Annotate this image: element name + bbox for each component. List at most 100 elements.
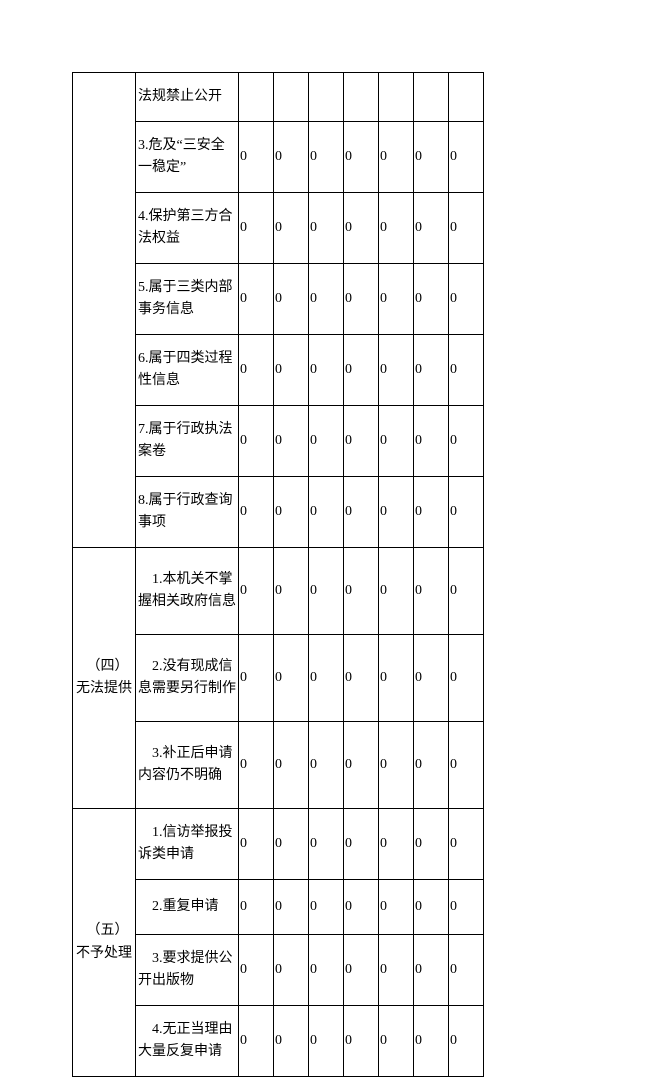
value-cell: 0 xyxy=(309,935,344,1006)
value-text: 0 xyxy=(240,757,247,772)
value-cell: 0 xyxy=(344,809,379,880)
value-cell: 0 xyxy=(344,548,379,635)
value-cell: 0 xyxy=(379,548,414,635)
value-text: 0 xyxy=(275,899,282,914)
desc-text: 8.属于行政查询事项 xyxy=(138,493,233,530)
category-cell-continuation xyxy=(73,73,136,548)
value-cell xyxy=(309,73,344,122)
value-cell xyxy=(414,73,449,122)
value-text: 0 xyxy=(450,962,457,977)
value-cell: 0 xyxy=(239,1006,274,1077)
value-text: 0 xyxy=(450,670,457,685)
value-text: 0 xyxy=(275,504,282,519)
value-cell: 0 xyxy=(239,335,274,406)
value-text: 0 xyxy=(345,757,352,772)
value-cell: 0 xyxy=(414,722,449,809)
value-text: 0 xyxy=(345,433,352,448)
table-row: 法规禁止公开 xyxy=(73,73,484,122)
value-text: 0 xyxy=(415,962,422,977)
value-text: 0 xyxy=(275,836,282,851)
desc-text: 1.本机关不掌握相关政府信息 xyxy=(138,572,236,609)
value-text: 0 xyxy=(240,291,247,306)
value-text: 0 xyxy=(275,362,282,377)
value-cell: 0 xyxy=(239,193,274,264)
desc-cell: 5.属于三类内部事务信息 xyxy=(136,264,239,335)
value-text: 0 xyxy=(310,962,317,977)
value-text: 0 xyxy=(415,362,422,377)
value-cell: 0 xyxy=(344,193,379,264)
desc-cell: 3.危及“三安全一稳定” xyxy=(136,122,239,193)
value-text: 0 xyxy=(450,291,457,306)
value-text: 0 xyxy=(450,836,457,851)
value-cell: 0 xyxy=(449,809,484,880)
category-cell-5: （五）不予处理 xyxy=(73,809,136,1077)
value-cell: 0 xyxy=(274,809,309,880)
value-cell: 0 xyxy=(414,635,449,722)
value-text: 0 xyxy=(275,291,282,306)
desc-text: 6.属于四类过程性信息 xyxy=(138,351,233,388)
desc-cell: 2.没有现成信息需要另行制作 xyxy=(136,635,239,722)
value-cell: 0 xyxy=(344,635,379,722)
value-cell: 0 xyxy=(344,477,379,548)
value-cell: 0 xyxy=(274,1006,309,1077)
desc-cell: 1.本机关不掌握相关政府信息 xyxy=(136,548,239,635)
desc-text: 3.补正后申请内容仍不明确 xyxy=(138,746,233,783)
value-cell: 0 xyxy=(239,406,274,477)
value-text: 0 xyxy=(345,583,352,598)
value-text: 0 xyxy=(380,504,387,519)
value-cell: 0 xyxy=(274,406,309,477)
value-cell: 0 xyxy=(274,335,309,406)
value-cell: 0 xyxy=(379,122,414,193)
value-text: 0 xyxy=(415,220,422,235)
value-cell: 0 xyxy=(449,193,484,264)
value-text: 0 xyxy=(380,433,387,448)
value-cell: 0 xyxy=(274,635,309,722)
value-cell: 0 xyxy=(274,548,309,635)
value-text: 0 xyxy=(310,220,317,235)
value-cell: 0 xyxy=(449,406,484,477)
value-cell xyxy=(274,73,309,122)
value-cell: 0 xyxy=(344,122,379,193)
value-text: 0 xyxy=(310,1033,317,1048)
category-label: （四）无法提供 xyxy=(76,659,132,696)
value-cell: 0 xyxy=(414,122,449,193)
value-cell: 0 xyxy=(379,406,414,477)
value-text: 0 xyxy=(345,149,352,164)
value-text: 0 xyxy=(450,757,457,772)
value-cell: 0 xyxy=(239,809,274,880)
value-cell xyxy=(344,73,379,122)
value-cell: 0 xyxy=(414,809,449,880)
value-text: 0 xyxy=(380,220,387,235)
value-text: 0 xyxy=(415,504,422,519)
value-text: 0 xyxy=(380,149,387,164)
value-text: 0 xyxy=(240,583,247,598)
value-text: 0 xyxy=(415,433,422,448)
value-text: 0 xyxy=(450,433,457,448)
value-cell: 0 xyxy=(379,193,414,264)
value-cell: 0 xyxy=(414,548,449,635)
value-text: 0 xyxy=(345,362,352,377)
value-cell: 0 xyxy=(414,406,449,477)
value-text: 0 xyxy=(240,670,247,685)
value-cell: 0 xyxy=(309,335,344,406)
value-cell: 0 xyxy=(449,722,484,809)
value-text: 0 xyxy=(380,670,387,685)
value-cell xyxy=(239,73,274,122)
desc-text: 1.信访举报投诉类申请 xyxy=(138,825,233,862)
value-cell: 0 xyxy=(449,548,484,635)
page: 法规禁止公开 3.危及“三安全一稳定” 0 0 0 0 0 0 0 4.保护第三… xyxy=(0,0,662,936)
value-cell: 0 xyxy=(414,935,449,1006)
value-text: 0 xyxy=(380,757,387,772)
value-cell: 0 xyxy=(414,880,449,935)
value-cell: 0 xyxy=(379,880,414,935)
value-cell: 0 xyxy=(239,264,274,335)
value-cell: 0 xyxy=(449,935,484,1006)
desc-text: 2.重复申请 xyxy=(138,899,219,914)
value-cell: 0 xyxy=(274,122,309,193)
value-text: 0 xyxy=(240,899,247,914)
value-text: 0 xyxy=(415,1033,422,1048)
value-text: 0 xyxy=(240,362,247,377)
desc-cell: 2.重复申请 xyxy=(136,880,239,935)
value-cell: 0 xyxy=(379,935,414,1006)
value-cell: 0 xyxy=(379,635,414,722)
